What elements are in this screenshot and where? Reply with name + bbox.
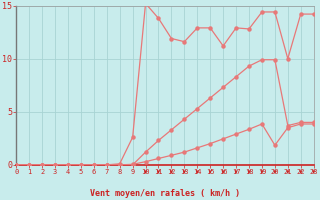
X-axis label: Vent moyen/en rafales ( km/h ): Vent moyen/en rafales ( km/h ) [90, 189, 240, 198]
